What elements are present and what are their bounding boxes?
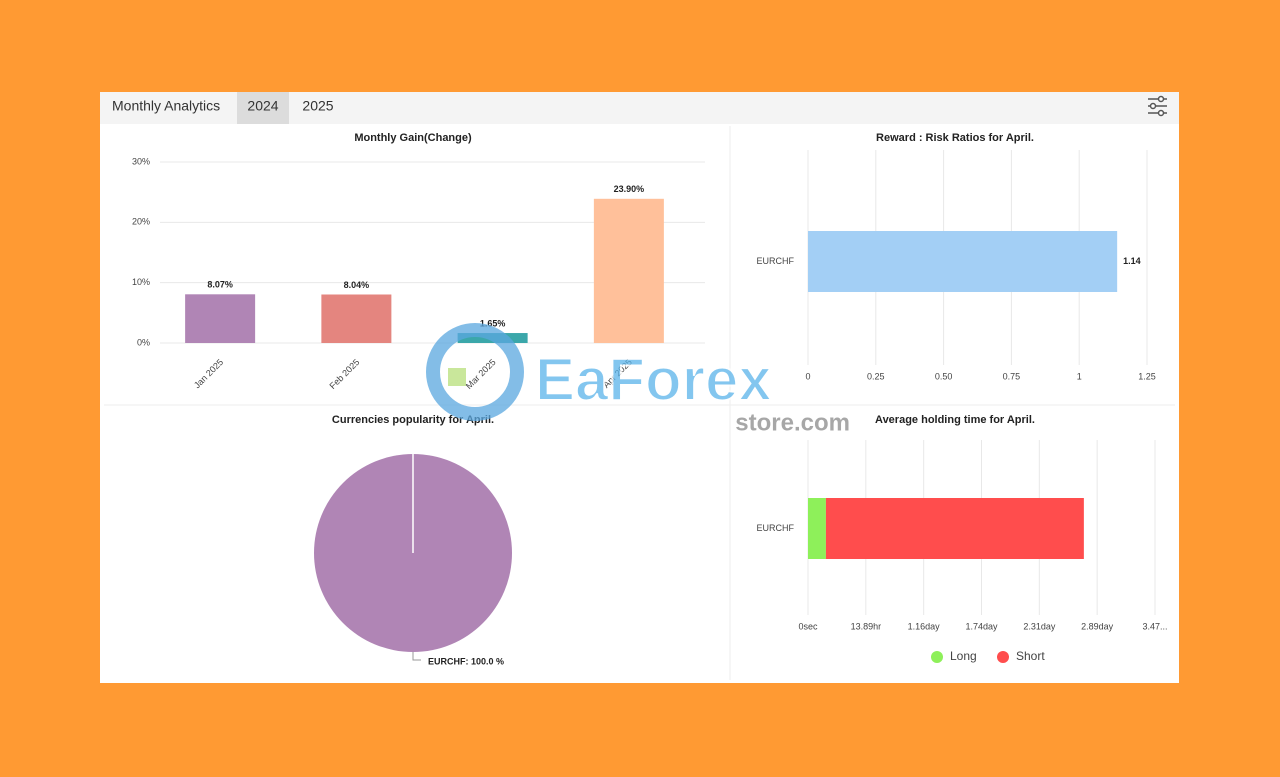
chart-title: Average holding time for April. — [875, 414, 1035, 426]
y-tick-label: 30% — [132, 156, 150, 166]
bar — [185, 294, 256, 343]
legend-marker — [931, 651, 943, 663]
charts: Monthly Gain(Change)0%10%20%30%8.07%Jan … — [132, 132, 1168, 666]
data-label: EURCHF: 100.0 % — [428, 656, 504, 666]
bar-segment — [825, 498, 1084, 559]
x-tick-label: 2.31day — [1023, 621, 1056, 631]
watermark: EaForex store.com — [426, 323, 850, 436]
leader-line — [412, 652, 421, 661]
chart-title: Monthly Gain(Change) — [354, 132, 472, 144]
chart-title: Reward : Risk Ratios for April. — [876, 132, 1034, 144]
y-category-label: EURCHF — [757, 523, 795, 533]
bar-segment — [808, 498, 826, 559]
x-tick-label: 3.47... — [1142, 621, 1167, 631]
x-tick-label: 1 — [1077, 371, 1082, 381]
chart-title: Currencies popularity for April. — [332, 414, 494, 426]
tab[interactable]: 2025 — [302, 98, 333, 114]
legend-label: Long — [950, 649, 977, 663]
tab-bg[interactable] — [237, 92, 289, 124]
y-tick-label: 20% — [132, 217, 150, 227]
x-tick-label: 0.50 — [935, 371, 953, 381]
x-tick-label: 0.25 — [867, 371, 885, 381]
x-tick-label: 2.89day — [1081, 621, 1114, 631]
tab[interactable]: 2024 — [247, 98, 278, 114]
data-label: 23.90% — [614, 184, 645, 194]
y-tick-label: 10% — [132, 277, 150, 287]
data-label: 8.07% — [207, 280, 233, 290]
watermark-logo — [448, 368, 466, 386]
header-title: Monthly Analytics — [112, 98, 220, 114]
data-label: 1.65% — [480, 318, 506, 328]
bar — [593, 198, 664, 343]
x-tick-label: 1.16day — [908, 621, 941, 631]
panel — [100, 92, 1179, 683]
x-tick-label: 0.75 — [1003, 371, 1021, 381]
legend-marker — [997, 651, 1009, 663]
x-tick-label: 1.25 — [1138, 371, 1156, 381]
x-tick-label: 13.89hr — [851, 621, 882, 631]
x-tick-label: 1.74day — [965, 621, 998, 631]
watermark-brand: EaForex — [535, 346, 772, 413]
data-label: 8.04% — [344, 280, 370, 290]
legend-label: Short — [1016, 649, 1045, 663]
x-tick-label: 0 — [805, 371, 810, 381]
y-category-label: EURCHF — [757, 256, 795, 266]
x-tick-label: 0sec — [798, 621, 818, 631]
bar — [321, 294, 392, 343]
data-label: 1.14 — [1123, 256, 1141, 266]
watermark-logo — [426, 323, 524, 421]
watermark-site: store.com — [735, 409, 850, 436]
settings-icon[interactable] — [1148, 95, 1167, 117]
y-tick-label: 0% — [137, 337, 150, 347]
bar — [808, 231, 1118, 292]
